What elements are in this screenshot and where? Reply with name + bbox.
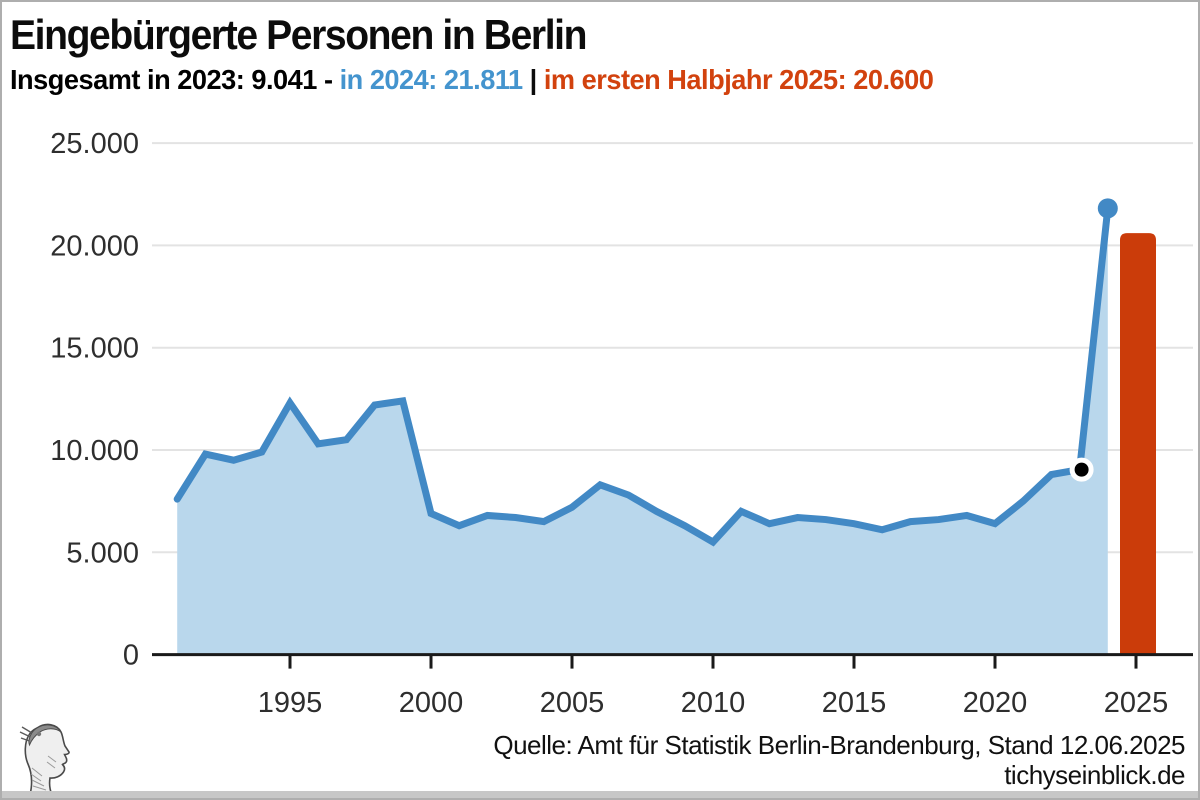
x-axis-tick-label: 2020 (963, 687, 1028, 719)
y-axis-tick-label: 10.000 (50, 435, 139, 467)
source-text: Quelle: Amt für Statistik Berlin-Branden… (493, 730, 1185, 760)
logo-head-icon (19, 723, 70, 796)
x-axis-tick-label: 2005 (540, 687, 605, 719)
bottom-border-strip (2, 791, 1198, 798)
chart-subtitle: Insgesamt in 2023: 9.041 - in 2024: 21.8… (10, 64, 934, 96)
marker-2023-dot (1069, 457, 1094, 482)
y-axis-tick-label: 25.000 (50, 128, 139, 160)
page-title: Eingebürgerte Personen in Berlin (10, 11, 588, 58)
subtitle-total-2024: in 2024: 21.811 (339, 64, 523, 95)
marker-2024-dot (1097, 198, 1118, 219)
y-axis-tick-label: 15.000 (50, 333, 139, 365)
tichys-einblick-logo (19, 723, 70, 796)
x-axis-tick-label: 2000 (399, 687, 464, 719)
area-fill (177, 208, 1108, 655)
halfyear-2025-bar (1120, 233, 1156, 655)
y-axis-tick-label: 5.000 (66, 537, 139, 569)
y-axis-tick-label: 0 (123, 640, 139, 672)
y-axis-tick-label: 20.000 (50, 230, 139, 262)
x-axis-tick-label: 2015 (822, 687, 887, 719)
subtitle-total-2025: im ersten Halbjahr 2025: 20.600 (543, 64, 934, 95)
website-text: tichyseinblick.de (1004, 759, 1185, 790)
x-axis-tick-label: 2010 (681, 687, 746, 719)
subtitle-separator: | (522, 64, 544, 95)
x-axis-tick-label: 2025 (1104, 687, 1169, 719)
source-block: Quelle: Amt für Statistik Berlin-Branden… (493, 730, 1185, 791)
x-axis-tick-label: 1995 (258, 687, 323, 719)
data-line (173, 204, 1112, 547)
subtitle-total-2023: Insgesamt in 2023: 9.041 - (10, 64, 340, 95)
